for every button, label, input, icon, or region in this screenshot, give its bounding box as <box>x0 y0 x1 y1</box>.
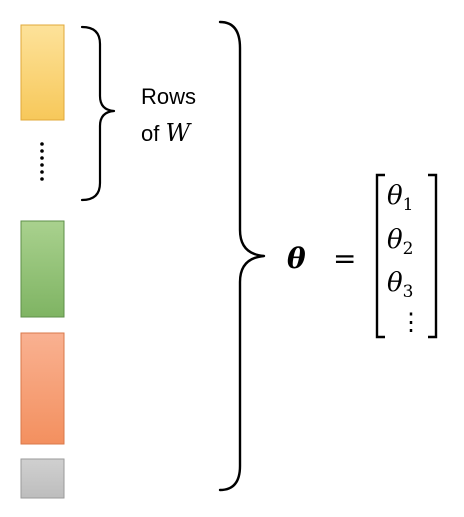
small-brace <box>80 25 116 202</box>
theta-vector-symbol: θ <box>287 242 306 275</box>
equals-sign: = <box>333 242 356 275</box>
block-yellow <box>20 24 65 121</box>
left-bracket <box>375 173 385 339</box>
small-brace-label-prefix: of <box>141 121 165 146</box>
vector-entry-1: θ1 <box>387 181 413 215</box>
large-brace <box>218 20 266 492</box>
vertical-ellipsis-icon <box>40 142 44 181</box>
vector-entry-3: θ3 <box>387 268 413 302</box>
block-green <box>20 220 65 318</box>
block-gray <box>20 458 65 499</box>
vector-ellipsis: ⋮ <box>399 308 423 336</box>
right-bracket <box>428 173 438 339</box>
block-orange <box>20 332 65 445</box>
vector-entry-2: θ2 <box>387 225 413 259</box>
small-brace-label-line1: Rows <box>141 84 196 109</box>
small-brace-label-line2: of W <box>141 119 192 147</box>
small-brace-label-var: W <box>165 119 192 147</box>
